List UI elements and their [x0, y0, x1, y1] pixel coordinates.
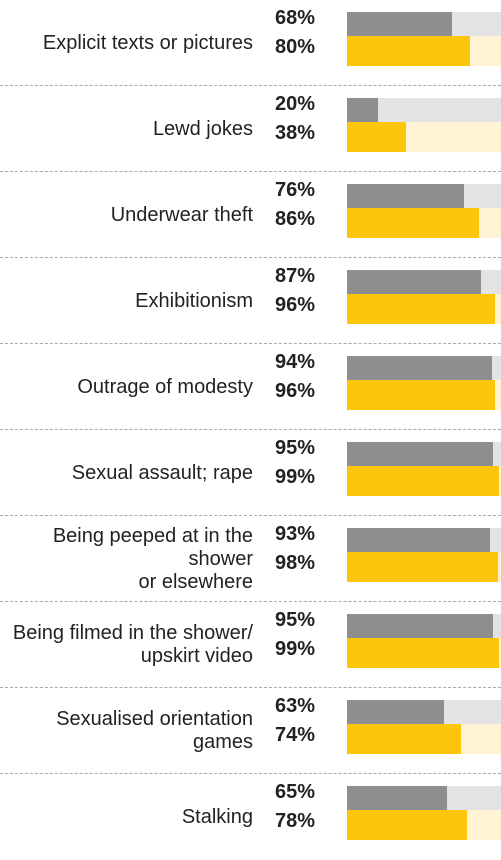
series-2-bar-track [347, 466, 501, 496]
series-2-bar [347, 552, 498, 582]
chart-row: Stalking 65% 78% [0, 774, 501, 860]
category-label: Outrage of modesty [77, 375, 253, 398]
series-2-bar [347, 36, 471, 66]
series-2-bar-track [347, 638, 501, 668]
series-2-value-label: 99% [275, 638, 316, 660]
series-1-value-label: 65% [275, 781, 316, 803]
chart-row: Being filmed in the shower/ upskirt vide… [0, 602, 501, 688]
series-2-bar-track [347, 380, 501, 410]
series-2-bar [347, 810, 468, 840]
series-1-value-label: 20% [275, 93, 316, 115]
series-1-value-label: 63% [275, 695, 316, 717]
category-label: Being filmed in the shower/ upskirt vide… [12, 622, 253, 667]
series-2-bar [347, 294, 495, 324]
series-2-value-label: 38% [275, 122, 316, 144]
chart-row: Lewd jokes 20% 38% [0, 86, 501, 172]
row-divider [0, 773, 501, 774]
series-2-value-label: 78% [275, 810, 316, 832]
series-1-value-label: 95% [275, 609, 316, 631]
series-2-bar-track [347, 36, 501, 66]
category-label: Exhibitionism [135, 289, 253, 312]
series-1-value-label: 94% [275, 351, 316, 373]
series-1-value-label: 87% [275, 265, 316, 287]
row-divider [0, 515, 501, 516]
series-2-bar [347, 380, 495, 410]
series-2-value-label: 96% [275, 294, 316, 316]
row-divider [0, 601, 501, 602]
series-1-value-label: 95% [275, 437, 316, 459]
series-2-bar-track [347, 810, 501, 840]
chart-row: Being peeped at in the shower or elsewhe… [0, 516, 501, 602]
series-2-bar-track [347, 294, 501, 324]
category-label: Stalking [181, 805, 253, 828]
series-2-value-label: 99% [275, 466, 316, 488]
series-1-value-label: 93% [275, 523, 316, 545]
series-1-value-label: 76% [275, 179, 316, 201]
category-label: Being peeped at in the shower or elsewhe… [52, 524, 253, 593]
chart-row: Outrage of modesty 94% 96% [0, 344, 501, 430]
row-divider [0, 429, 501, 430]
chart-row: Sexual assault; rape 95% 99% [0, 430, 501, 516]
row-divider [0, 343, 501, 344]
category-label: Underwear theft [110, 203, 253, 226]
series-2-value-label: 86% [275, 208, 316, 230]
series-2-bar [347, 208, 480, 238]
series-2-value-label: 98% [275, 552, 316, 574]
category-label: Sexualised orientation games [56, 708, 253, 753]
series-2-bar-track [347, 724, 501, 754]
series-2-bar-track [347, 552, 501, 582]
series-2-bar [347, 724, 461, 754]
chart-row: Underwear theft 76% 86% [0, 172, 501, 258]
chart-row: Exhibitionism 87% 96% [0, 258, 501, 344]
series-2-bar-track [347, 208, 501, 238]
row-divider [0, 257, 501, 258]
category-label: Sexual assault; rape [71, 461, 253, 484]
row-divider [0, 85, 501, 86]
series-1-value-label: 68% [275, 7, 316, 29]
series-2-bar [347, 466, 500, 496]
category-label: Explicit texts or pictures [42, 31, 253, 54]
series-2-value-label: 80% [275, 36, 316, 58]
series-2-bar [347, 122, 406, 152]
series-2-value-label: 74% [275, 724, 316, 746]
chart-row: Sexualised orientation games 63% 74% [0, 688, 501, 774]
row-divider [0, 687, 501, 688]
row-divider [0, 171, 501, 172]
chart-row: Explicit texts or pictures 68% 80% [0, 0, 501, 86]
series-2-bar [347, 638, 500, 668]
series-2-bar-track [347, 122, 501, 152]
series-2-value-label: 96% [275, 380, 316, 402]
category-label: Lewd jokes [152, 117, 253, 140]
